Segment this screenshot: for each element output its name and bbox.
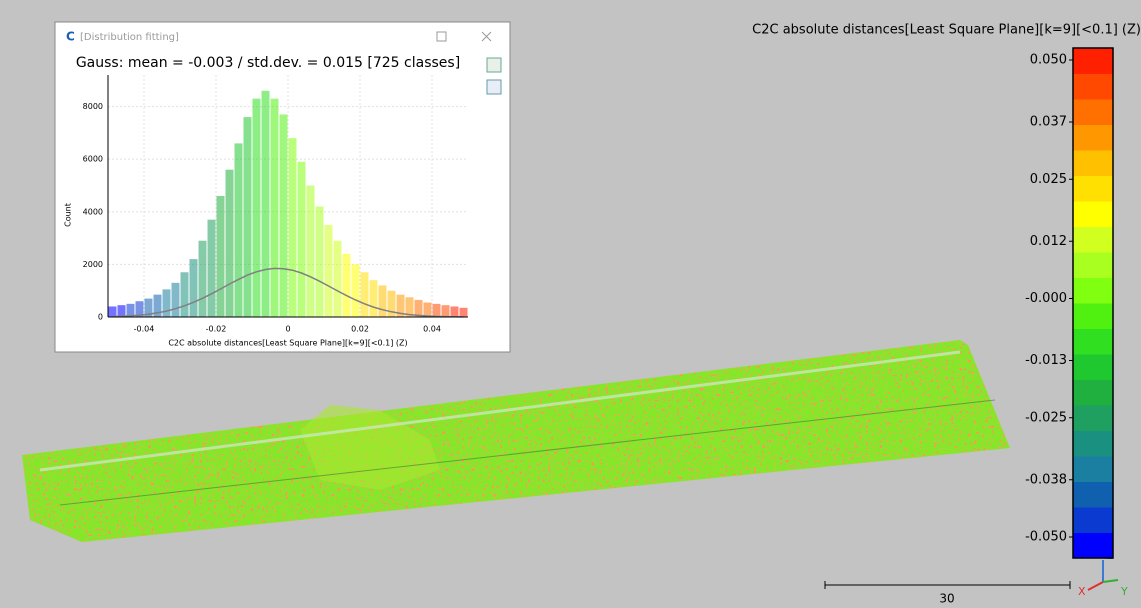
histogram-bar [172, 283, 180, 317]
histogram-bar [235, 143, 243, 317]
scale-bar-label: 30 [939, 592, 954, 606]
cloudcompare-view: C [Distribution fitting] Gauss: mean = -… [0, 0, 1141, 608]
scalar-bar-segment [1073, 150, 1113, 176]
scalar-bar-segment [1073, 278, 1113, 304]
histogram-bar [181, 272, 189, 317]
scalar-bar-segment [1073, 405, 1113, 431]
scalar-bar-title: C2C absolute distances[Least Square Plan… [752, 23, 1141, 38]
scalar-bar-segment [1073, 176, 1113, 202]
x-axis-label: C2C absolute distances[Least Square Plan… [168, 339, 407, 348]
histogram-bar [208, 220, 216, 317]
histogram-bar [343, 254, 351, 317]
scalar-bar-segment [1073, 125, 1113, 151]
y-tick-label: 6000 [83, 155, 103, 164]
scalar-bar-label: -0.000 [1025, 291, 1067, 306]
app-icon: C [66, 30, 75, 44]
scalar-bar-label: 0.012 [1030, 234, 1067, 249]
scalar-bar-label: -0.013 [1025, 353, 1067, 368]
histogram-bar [325, 225, 333, 317]
scalar-bar-segment [1073, 354, 1113, 380]
scalar-bar-label: 0.037 [1030, 115, 1067, 130]
scalar-bar-segment [1073, 99, 1113, 125]
scalar-bar-segment [1073, 380, 1113, 406]
scalar-bar-segment [1073, 482, 1113, 508]
scalar-bar-segment [1073, 227, 1113, 253]
scalar-bar-label: -0.050 [1025, 530, 1067, 545]
histogram-bar [433, 304, 441, 317]
y-axis-label: Count [64, 203, 73, 227]
y-tick-label: 8000 [83, 102, 103, 111]
scalar-bar-segment [1073, 431, 1113, 457]
x-tick-label: -0.04 [134, 325, 155, 334]
chart-title: Gauss: mean = -0.003 / std.dev. = 0.015 … [76, 55, 460, 71]
x-axis-label-triad: X [1078, 585, 1086, 598]
histogram-bar [253, 99, 261, 317]
y-tick-label: 0 [98, 313, 103, 322]
histogram-bar [262, 91, 270, 317]
scalar-bar-segment [1073, 533, 1113, 559]
histogram-bar [424, 303, 432, 317]
scalar-bar-segment [1073, 201, 1113, 227]
histogram-bar [244, 117, 252, 317]
y-axis-label-triad: Y [1120, 585, 1128, 598]
histogram-bar [217, 196, 225, 317]
histogram-bar [460, 308, 468, 317]
x-tick-label: 0.02 [351, 325, 369, 334]
x-tick-label: -0.02 [206, 325, 227, 334]
histogram-bar [280, 114, 288, 317]
scalar-bar-segment [1073, 329, 1113, 355]
settings-button[interactable] [487, 80, 501, 94]
histogram-bar [271, 99, 279, 317]
histogram-bar [370, 280, 378, 317]
scalar-bar-segment [1073, 252, 1113, 278]
scalar-bar-segment [1073, 456, 1113, 482]
histogram-bar [451, 306, 459, 317]
histogram-bar [352, 264, 360, 317]
histogram-bar [190, 259, 198, 317]
histogram-bar [118, 305, 126, 317]
scalar-bar-label: 0.050 [1030, 53, 1067, 68]
x-tick-label: 0 [285, 325, 290, 334]
histogram-bar [109, 306, 117, 317]
scalar-bar-label: -0.038 [1025, 472, 1067, 487]
histogram-bar [199, 241, 207, 317]
scalar-bar-label: 0.025 [1030, 172, 1067, 187]
export-button[interactable] [487, 58, 501, 72]
histogram-bar [316, 207, 324, 317]
scalar-bar-segment [1073, 507, 1113, 533]
histogram-bar [307, 185, 315, 317]
histogram-bar [163, 289, 171, 317]
scalar-bar-segment [1073, 303, 1113, 329]
scalar-bar-segment [1073, 48, 1113, 74]
histogram-bar [379, 285, 387, 317]
histogram-bar [226, 170, 234, 317]
histogram-bar [289, 138, 297, 317]
scalar-bar-segment [1073, 74, 1113, 100]
histogram-bar [298, 162, 306, 317]
histogram-bar [442, 305, 450, 317]
x-tick-label: 0.04 [423, 325, 441, 334]
scalar-bar-label: -0.025 [1025, 410, 1067, 425]
y-tick-label: 2000 [83, 260, 103, 269]
y-tick-label: 4000 [83, 207, 103, 216]
window-title: [Distribution fitting] [80, 32, 179, 43]
histogram-bar [361, 272, 369, 317]
histogram-bar [334, 241, 342, 317]
